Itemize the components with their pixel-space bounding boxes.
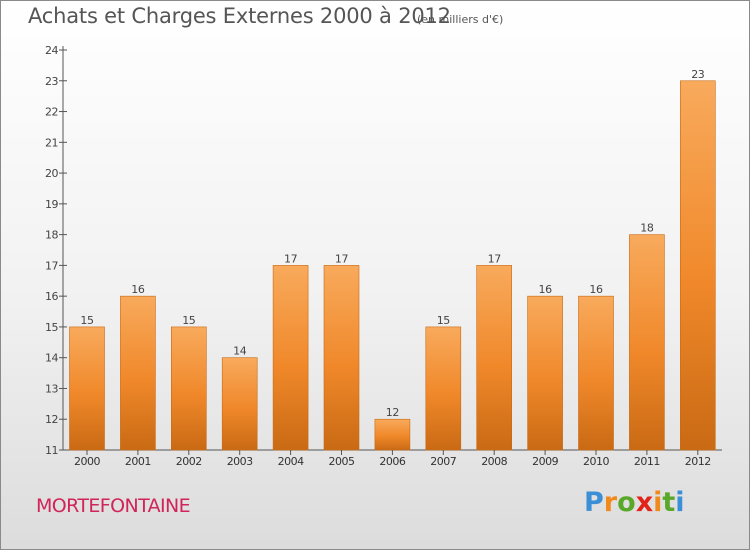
- x-tick-label: 2002: [176, 455, 202, 468]
- bar: [425, 326, 462, 451]
- bar-value-label: 15: [80, 314, 94, 327]
- y-tick-label: 11: [45, 444, 58, 457]
- x-tick-label: 2000: [74, 455, 100, 468]
- bar-value-label: 12: [386, 406, 399, 419]
- bar-value-label: 17: [488, 252, 502, 265]
- bar: [323, 265, 360, 451]
- y-tick-label: 19: [45, 198, 58, 211]
- bar: [272, 265, 309, 451]
- y-tick-label: 20: [45, 167, 58, 180]
- y-tick-label: 17: [45, 259, 58, 272]
- bar-value-label: 16: [589, 283, 603, 296]
- logo-letter: r: [603, 487, 618, 518]
- bar: [527, 295, 563, 451]
- y-tick-label: 22: [45, 106, 58, 119]
- chart-title: Achats et Charges Externes 2000 à 2012: [28, 4, 451, 28]
- y-tick-label: 23: [45, 75, 58, 88]
- x-tick-label: 2001: [125, 455, 151, 468]
- logo-letter: o: [617, 487, 636, 518]
- bar: [374, 418, 411, 451]
- bar: [629, 234, 665, 451]
- y-tick-label: 14: [45, 352, 58, 365]
- x-tick-label: 2007: [430, 455, 456, 468]
- y-tick-label: 24: [45, 44, 58, 57]
- logo-letter: P: [584, 487, 604, 518]
- x-tick-label: 2005: [329, 455, 355, 468]
- y-tick-label: 15: [45, 321, 58, 334]
- y-tick-label: 16: [45, 290, 58, 303]
- logo-letter: x: [635, 487, 654, 518]
- bar-value-label: 16: [131, 283, 145, 296]
- x-tick-label: 2003: [227, 455, 253, 468]
- bar: [221, 357, 258, 451]
- x-tick-label: 2012: [685, 455, 711, 468]
- x-tick-label: 2006: [379, 455, 405, 468]
- bar: [171, 326, 207, 451]
- x-tick-label: 2009: [532, 455, 558, 468]
- x-tick-label: 2011: [634, 455, 660, 468]
- bar-value-label: 16: [538, 283, 552, 296]
- proxiti-logo: Proxiti: [584, 487, 685, 518]
- logo-letter: t: [662, 487, 676, 518]
- y-tick-label: 18: [45, 229, 58, 242]
- bar-value-label: 15: [182, 314, 196, 327]
- logo-letter: i: [675, 487, 685, 518]
- x-tick-label: 2010: [583, 455, 609, 468]
- y-tick-label: 21: [45, 136, 58, 149]
- commune-name: MORTEFONTAINE: [36, 495, 191, 517]
- bar-value-label: 23: [691, 68, 705, 81]
- chart-subtitle: (en milliers d'€): [417, 13, 504, 26]
- bar: [679, 80, 716, 451]
- bar: [476, 265, 513, 451]
- bar-value-label: 14: [233, 345, 247, 358]
- x-tick-label: 2008: [481, 455, 507, 468]
- bar: [578, 295, 614, 451]
- logo-letter: i: [653, 487, 663, 518]
- y-tick-label: 12: [45, 413, 58, 426]
- bar-value-label: 17: [284, 252, 298, 265]
- bar-value-label: 17: [335, 252, 349, 265]
- bar-value-label: 18: [640, 222, 654, 235]
- bar: [120, 295, 156, 451]
- bar-value-label: 15: [437, 314, 451, 327]
- bar: [69, 326, 105, 451]
- x-tick-label: 2004: [278, 455, 304, 468]
- y-tick-label: 13: [45, 382, 58, 395]
